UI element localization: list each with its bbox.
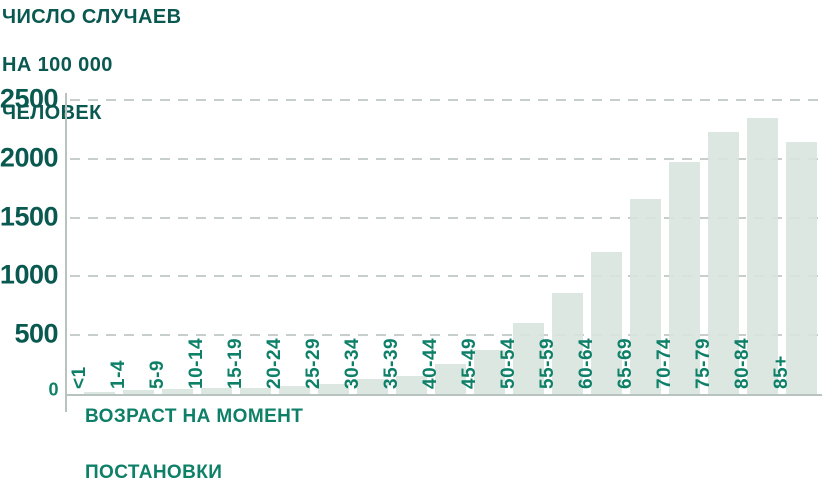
- x-tick-label: <1: [68, 366, 90, 389]
- bar: [747, 117, 778, 394]
- y-tick-label-2000: 2000: [0, 142, 59, 173]
- x-tick-label: 15-19: [224, 337, 246, 389]
- x-tick-label: 20-24: [263, 337, 285, 389]
- x-tick-label: 70-74: [653, 337, 675, 389]
- x-tick-label: 50-54: [497, 337, 519, 389]
- x-axis-line: [65, 394, 822, 396]
- bar: [591, 251, 622, 394]
- x-tick-label: 85+: [770, 355, 792, 389]
- y-tick-label-1500: 1500: [0, 200, 59, 231]
- bar: [201, 388, 232, 394]
- x-tick-label: 25-29: [302, 337, 324, 389]
- bar: [669, 161, 700, 394]
- gridline-2000: [70, 157, 822, 160]
- x-tick-label: 60-64: [575, 337, 597, 389]
- x-tick-label: 55-59: [536, 337, 558, 389]
- bar: [708, 131, 739, 394]
- y-axis-title-line3: ЧЕЛОВЕК: [2, 102, 102, 124]
- gridline-2500: [70, 99, 822, 101]
- y-tick-label-2500: 2500: [0, 83, 59, 114]
- bar: [786, 141, 817, 394]
- x-tick-label: 10-14: [185, 337, 207, 389]
- gridline-1000: [70, 275, 822, 278]
- bar: [513, 323, 544, 394]
- x-tick-label: 1-4: [107, 360, 129, 389]
- x-tick-label: 30-34: [341, 337, 363, 389]
- bar: [84, 391, 115, 394]
- x-tick-label: 5-9: [146, 360, 168, 389]
- bar: [240, 387, 271, 394]
- x-tick-label: 35-39: [380, 337, 402, 389]
- bar: [357, 379, 388, 394]
- bar: [552, 292, 583, 394]
- bar: [396, 375, 427, 394]
- bar: [279, 385, 310, 394]
- y-tick-label-1000: 1000: [0, 259, 59, 290]
- y-axis-title: ЧИСЛО СЛУЧАЕВ НА 100 000 ЧЕЛОВЕК: [2, 5, 322, 125]
- gridline-500: [70, 334, 822, 337]
- x-tick-label: 75-79: [692, 337, 714, 389]
- bar: [435, 364, 466, 394]
- gridline-1500: [70, 216, 822, 219]
- y-axis-title-line2: НА 100 000: [2, 54, 113, 76]
- x-tick-label: 45-49: [458, 337, 480, 389]
- y-axis-title-line1: ЧИСЛО СЛУЧАЕВ: [2, 6, 182, 28]
- x-tick-label: 80-84: [731, 337, 753, 389]
- y-axis-line: [65, 93, 67, 412]
- bar: [630, 199, 661, 394]
- x-axis-title-line2: ПОСТАНОВКИ: [85, 462, 223, 480]
- bar: [123, 389, 154, 394]
- bar: [162, 388, 193, 394]
- x-axis-title-line1: ВОЗРАСТ НА МОМЕНТ: [85, 406, 304, 427]
- bar: [474, 350, 505, 394]
- x-axis-title: ВОЗРАСТ НА МОМЕНТ ПОСТАНОВКИ ДИАГНОЗА: [85, 403, 425, 480]
- x-tick-label: 40-44: [419, 337, 441, 389]
- y-tick-label-500: 500: [14, 318, 58, 349]
- y-tick-label-0: 0: [48, 379, 58, 400]
- x-tick-label: 65-69: [614, 337, 636, 389]
- bar: [318, 384, 349, 394]
